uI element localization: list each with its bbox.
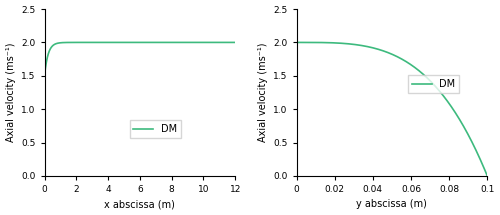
X-axis label: x abscissa (m): x abscissa (m)	[104, 200, 176, 209]
X-axis label: y abscissa (m): y abscissa (m)	[356, 200, 428, 209]
Y-axis label: Axial velocity (ms⁻¹): Axial velocity (ms⁻¹)	[6, 43, 16, 142]
Legend: DM: DM	[408, 75, 460, 93]
Y-axis label: Axial velocity (ms⁻¹): Axial velocity (ms⁻¹)	[258, 43, 268, 142]
Legend: DM: DM	[130, 120, 180, 138]
